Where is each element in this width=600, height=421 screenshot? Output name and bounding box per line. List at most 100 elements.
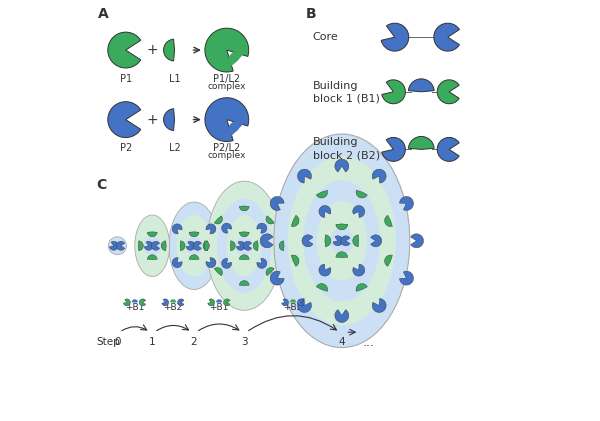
Wedge shape (356, 190, 367, 198)
Wedge shape (372, 169, 386, 183)
Wedge shape (147, 255, 157, 260)
Wedge shape (434, 23, 460, 51)
Wedge shape (257, 223, 267, 233)
Wedge shape (214, 267, 223, 276)
Wedge shape (164, 109, 175, 131)
Wedge shape (409, 79, 434, 92)
Ellipse shape (143, 237, 161, 255)
Wedge shape (319, 205, 331, 217)
Wedge shape (205, 98, 249, 141)
Wedge shape (139, 299, 146, 306)
Wedge shape (180, 241, 185, 251)
Wedge shape (382, 80, 406, 104)
Text: complex: complex (208, 82, 246, 91)
Wedge shape (229, 121, 243, 136)
Wedge shape (371, 235, 382, 247)
Wedge shape (333, 236, 343, 246)
Wedge shape (132, 299, 138, 302)
Wedge shape (316, 284, 328, 291)
Wedge shape (325, 235, 331, 247)
Wedge shape (224, 299, 230, 306)
Wedge shape (302, 235, 313, 247)
Text: Step: Step (97, 337, 120, 347)
Wedge shape (385, 255, 392, 266)
Ellipse shape (176, 215, 211, 277)
Wedge shape (205, 241, 209, 251)
Wedge shape (260, 234, 273, 248)
Wedge shape (291, 255, 299, 266)
Text: 4: 4 (338, 337, 345, 347)
Ellipse shape (135, 215, 170, 277)
Wedge shape (257, 258, 267, 268)
Ellipse shape (288, 156, 396, 325)
Wedge shape (221, 223, 232, 233)
Wedge shape (239, 255, 249, 260)
Wedge shape (341, 236, 350, 246)
Wedge shape (353, 235, 359, 247)
Wedge shape (124, 299, 130, 306)
Wedge shape (266, 267, 274, 276)
Wedge shape (319, 264, 331, 276)
Text: L1: L1 (169, 74, 181, 84)
Wedge shape (230, 241, 235, 251)
Ellipse shape (169, 202, 219, 290)
Text: P1/L2: P1/L2 (213, 74, 241, 84)
Wedge shape (298, 299, 304, 306)
Wedge shape (266, 216, 274, 224)
Wedge shape (353, 264, 365, 276)
Wedge shape (437, 138, 459, 161)
Wedge shape (108, 102, 141, 138)
Wedge shape (151, 241, 160, 250)
Wedge shape (298, 298, 311, 312)
Text: complex: complex (208, 152, 246, 160)
Wedge shape (279, 241, 284, 251)
Wedge shape (409, 136, 434, 149)
Text: +B1: +B1 (125, 303, 145, 312)
Wedge shape (335, 159, 349, 172)
Text: B: B (305, 7, 316, 21)
Text: +B1: +B1 (209, 303, 229, 312)
Text: Building: Building (313, 81, 358, 91)
Wedge shape (162, 299, 169, 306)
Wedge shape (189, 232, 199, 237)
Wedge shape (336, 224, 348, 230)
Text: +: + (146, 43, 158, 57)
Wedge shape (229, 52, 243, 67)
Wedge shape (336, 252, 348, 258)
Text: Core: Core (313, 32, 338, 42)
Wedge shape (138, 241, 143, 251)
Wedge shape (298, 169, 311, 183)
Text: 2: 2 (191, 337, 197, 347)
Wedge shape (236, 241, 245, 250)
Ellipse shape (227, 215, 262, 277)
Wedge shape (216, 299, 222, 302)
Ellipse shape (274, 134, 410, 348)
Wedge shape (186, 241, 195, 250)
Wedge shape (281, 299, 289, 306)
Wedge shape (291, 215, 299, 226)
Text: ...: ... (363, 336, 375, 349)
Ellipse shape (185, 237, 203, 255)
Wedge shape (221, 258, 232, 268)
Text: 3: 3 (241, 337, 248, 347)
Wedge shape (410, 234, 424, 248)
Text: Building: Building (313, 137, 358, 147)
Text: +B2: +B2 (283, 303, 302, 312)
Text: 1: 1 (149, 337, 155, 347)
Ellipse shape (329, 228, 354, 254)
Wedge shape (270, 271, 284, 285)
Ellipse shape (235, 237, 253, 255)
Wedge shape (206, 224, 216, 234)
Wedge shape (400, 197, 413, 210)
Wedge shape (372, 298, 386, 312)
Wedge shape (178, 299, 184, 306)
Wedge shape (203, 241, 208, 251)
Wedge shape (193, 241, 202, 250)
Ellipse shape (217, 199, 271, 293)
Wedge shape (381, 23, 409, 51)
Text: L2: L2 (169, 144, 181, 153)
Wedge shape (144, 241, 153, 250)
Wedge shape (164, 39, 175, 61)
Text: block 1 (B1): block 1 (B1) (313, 94, 379, 104)
Text: +B2: +B2 (164, 303, 183, 312)
